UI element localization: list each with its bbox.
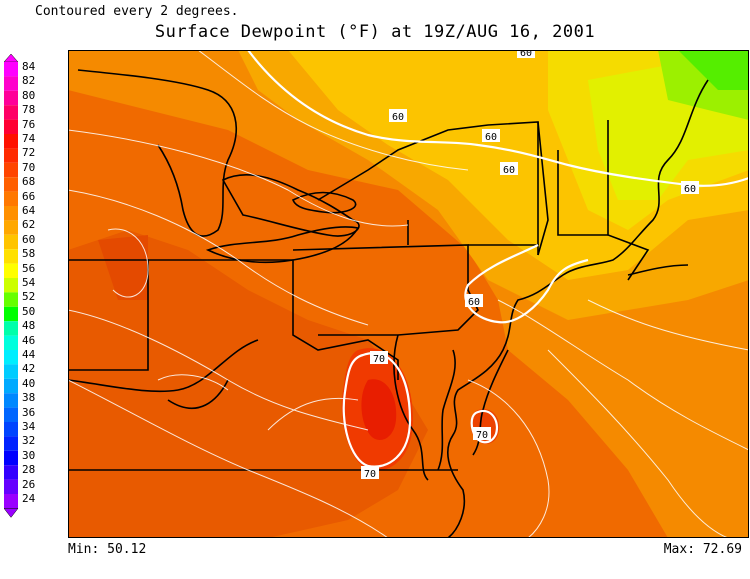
legend-label: 78: [22, 103, 36, 117]
legend-label: 74: [22, 132, 36, 145]
legend-label: 24: [22, 492, 36, 505]
contour-label: 60: [684, 184, 696, 195]
legend-label: 70: [22, 160, 36, 174]
legend-label: 30: [22, 448, 36, 462]
contour-label: 70: [364, 469, 376, 480]
contour-label: 70: [476, 430, 488, 441]
legend-label: 26: [22, 477, 36, 491]
legend-label: 62: [22, 218, 36, 232]
legend-label: 32: [22, 434, 36, 448]
legend-swatch: [4, 364, 18, 379]
legend-label: 64: [22, 204, 36, 217]
legend-swatch: [4, 234, 18, 250]
legend-swatch: [4, 350, 18, 365]
legend-swatch: [4, 76, 18, 91]
legend-swatch: [4, 134, 18, 149]
legend-swatch: [4, 335, 18, 350]
legend-label: 48: [22, 319, 36, 333]
legend-arrow-bottom: [4, 508, 19, 518]
dewpoint-band-72-virginia: [361, 379, 397, 440]
contour-label: 70: [373, 354, 385, 365]
legend-swatch: [4, 479, 18, 494]
legend-swatch: [4, 177, 18, 192]
legend-swatch: [4, 407, 18, 422]
legend-swatch: [4, 220, 18, 235]
legend-arrow-top: [4, 54, 19, 63]
legend-label: 56: [22, 261, 36, 275]
legend-label: 28: [22, 463, 36, 477]
legend-label: 40: [22, 376, 36, 390]
legend-swatch: [4, 422, 18, 437]
map-frame: [68, 50, 749, 538]
legend-label: 44: [22, 348, 36, 361]
legend-swatch: [4, 206, 18, 221]
legend-swatch: [4, 494, 18, 509]
legend-swatch: [4, 191, 18, 206]
legend-swatch: [4, 306, 18, 322]
legend-label: 54: [22, 276, 36, 289]
legend-label: 52: [22, 290, 36, 304]
contour-note: Contoured every 2 degrees.: [35, 4, 239, 19]
legend-label: 38: [22, 391, 36, 405]
legend-label: 84: [22, 60, 36, 73]
legend-label: 36: [22, 405, 36, 419]
contour-label: 60: [520, 50, 532, 59]
legend-swatch: [4, 292, 18, 307]
legend-swatch: [4, 90, 18, 106]
contour-label: 60: [392, 112, 404, 123]
legend-swatch: [4, 278, 18, 293]
contour-label: 60: [485, 132, 497, 143]
legend-label: 76: [22, 117, 36, 131]
legend-label: 72: [22, 146, 36, 160]
color-legend: 84 82 80 78 76 74 72 70 68 66 64 62 60 58 56 54 52 50 48 46…: [0, 54, 60, 524]
legend-label: 58: [22, 247, 36, 261]
legend-swatch: [4, 263, 18, 278]
dewpoint-band-52: [678, 50, 749, 90]
map-title: Surface Dewpoint (°F) at 19Z/AUG 16, 200…: [154, 22, 596, 42]
legend-label: 68: [22, 175, 36, 189]
contour-lines: [68, 50, 749, 538]
legend-label: 82: [22, 74, 36, 88]
legend-swatch: [4, 465, 18, 480]
legend-label: 60: [22, 232, 36, 246]
dewpoint-band-70-ohio: [98, 235, 148, 300]
legend-label: 42: [22, 362, 36, 376]
legend-swatch: [4, 119, 18, 134]
legend-label: 34: [22, 420, 36, 433]
contour-label: 60: [503, 165, 515, 176]
legend-swatch: [4, 162, 18, 178]
legend-swatch: [4, 393, 18, 408]
legend-swatch: [4, 148, 18, 163]
legend-swatch: [4, 321, 18, 336]
legend-label: 80: [22, 88, 36, 102]
dewpoint-band-68: [68, 230, 428, 538]
legend-label: 46: [22, 333, 36, 347]
legend-label: 50: [22, 304, 36, 318]
legend-swatch: [4, 62, 18, 77]
dewpoint-map: 60 60 60 60 60 60: [68, 50, 749, 538]
legend-swatch: [4, 450, 18, 466]
legend-colorbar: [4, 54, 19, 518]
legend-swatch: [4, 249, 18, 264]
contour-label-group: 60 60 60 60 60 60: [361, 50, 699, 480]
legend-swatch: [4, 436, 18, 451]
legend-label: 66: [22, 189, 36, 203]
contour-label: 60: [468, 297, 480, 308]
legend-swatch: [4, 378, 18, 394]
max-value: Max: 72.69: [663, 542, 742, 557]
min-value: Min: 50.12: [68, 542, 147, 557]
legend-swatch: [4, 105, 18, 120]
